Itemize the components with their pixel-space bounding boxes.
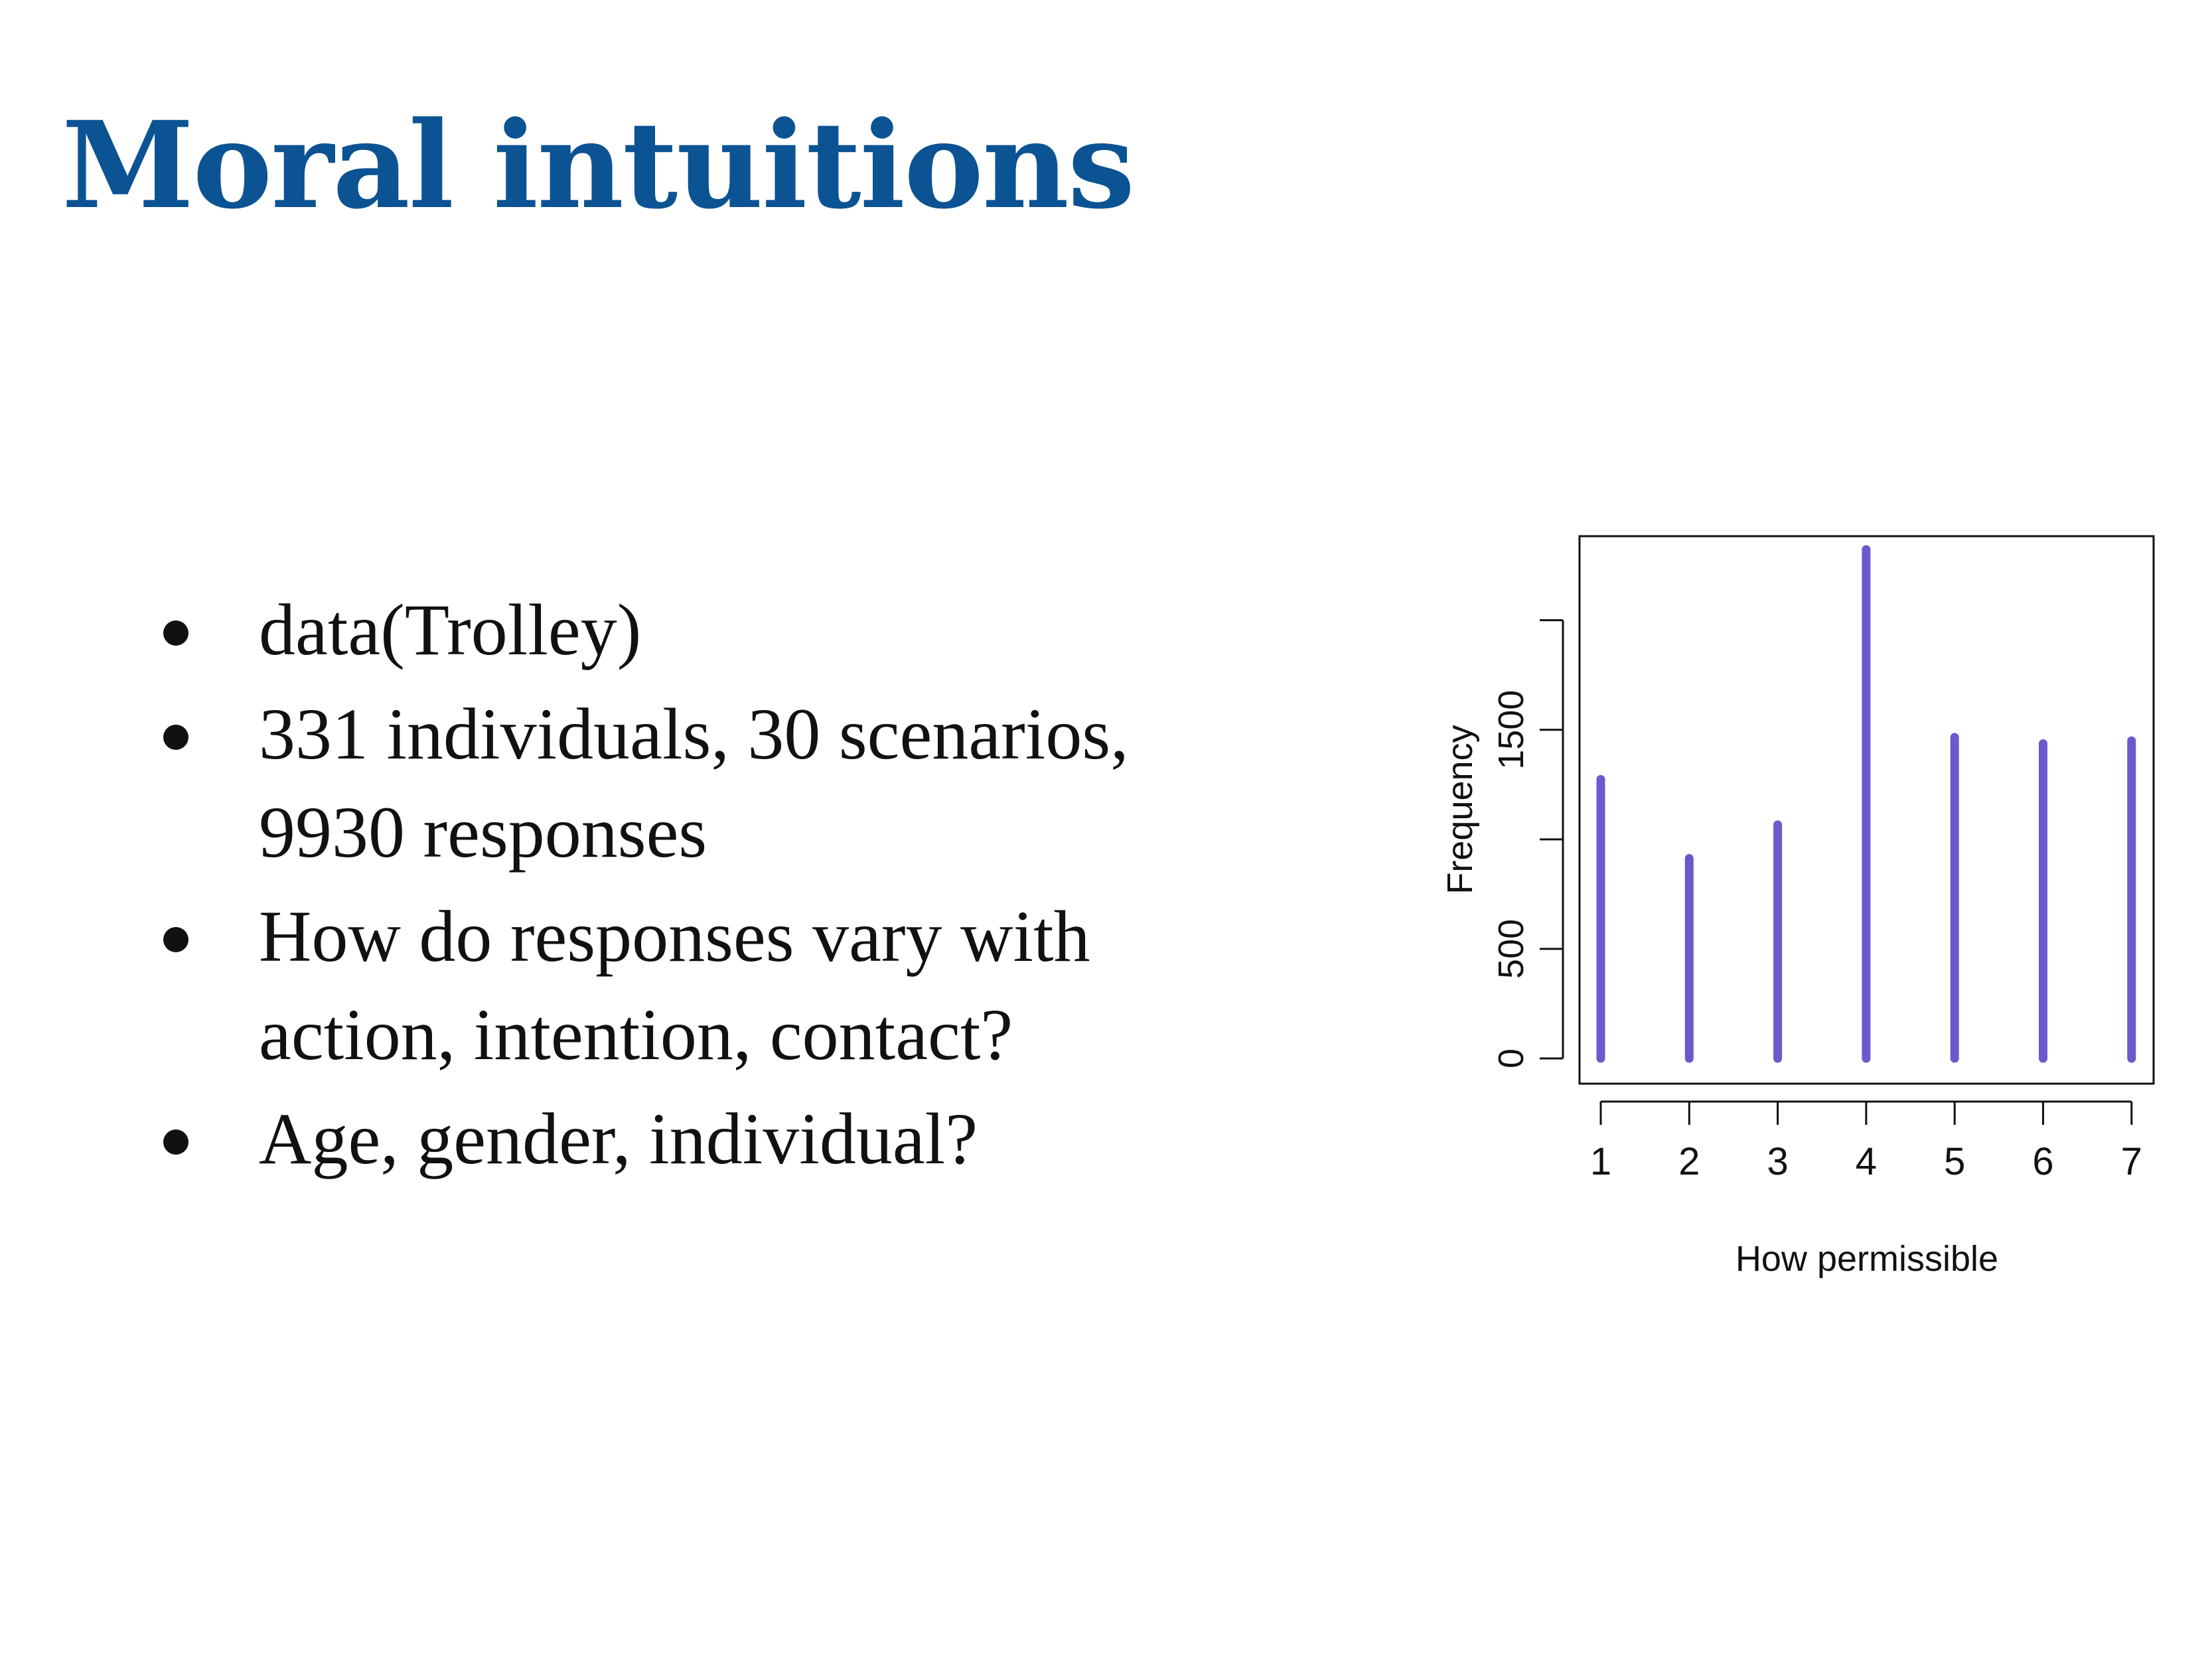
slide-title: Moral intuitions: [62, 96, 1135, 236]
bullet-text-line: 9930 responses: [259, 792, 707, 873]
plot-frame: [1578, 535, 2155, 1085]
bullet-dot-icon: [163, 620, 188, 646]
x-tick-label: 6: [2032, 1140, 2053, 1183]
bullet-item: data(Trolley): [154, 581, 1282, 679]
x-tick-label: 3: [1767, 1140, 1788, 1183]
bullet-text-line: Age, gender, individual?: [259, 1098, 978, 1179]
x-axis-label: How permissible: [1735, 1239, 1998, 1279]
y-axis: 0 500 1500: [1491, 619, 1564, 1068]
bullet-item: How do responses vary with action, intent…: [154, 887, 1282, 1084]
bullet-list: data(Trolley) 331 individuals, 30 scenari…: [154, 581, 1282, 1194]
frequency-chart: 0 500 1500 1 2 3 4 5 6 7 Frequency How permissib…: [1440, 535, 2155, 1279]
bullet-dot-icon: [163, 927, 188, 952]
bullet-text-line: How do responses vary with: [259, 896, 1090, 977]
bullet-dot-icon: [163, 725, 188, 750]
x-tick-label: 4: [1856, 1140, 1877, 1183]
x-tick-label: 1: [1590, 1140, 1611, 1183]
y-axis-label: Frequency: [1440, 725, 1480, 894]
bullet-item: 331 individuals, 30 scenarios, 9930 respo…: [154, 685, 1282, 881]
bullet-text-line: data(Trolley): [259, 589, 642, 670]
y-tick-label: 1500: [1491, 690, 1531, 770]
bullet-text-line: 331 individuals, 30 scenarios,: [259, 693, 1129, 774]
y-tick-label: 0: [1491, 1048, 1531, 1068]
x-tick-label: 5: [1944, 1140, 1965, 1183]
x-tick-label: 2: [1678, 1140, 1700, 1183]
bullet-item: Age, gender, individual?: [154, 1090, 1282, 1188]
y-tick-label: 500: [1491, 919, 1531, 979]
bullet-text-line: action, intention, contact?: [259, 994, 1013, 1075]
bar-series: [1596, 545, 2136, 1063]
bullet-dot-icon: [163, 1129, 188, 1155]
x-tick-label: 7: [2121, 1140, 2142, 1183]
x-axis: 1 2 3 4 5 6 7: [1590, 1100, 2142, 1183]
